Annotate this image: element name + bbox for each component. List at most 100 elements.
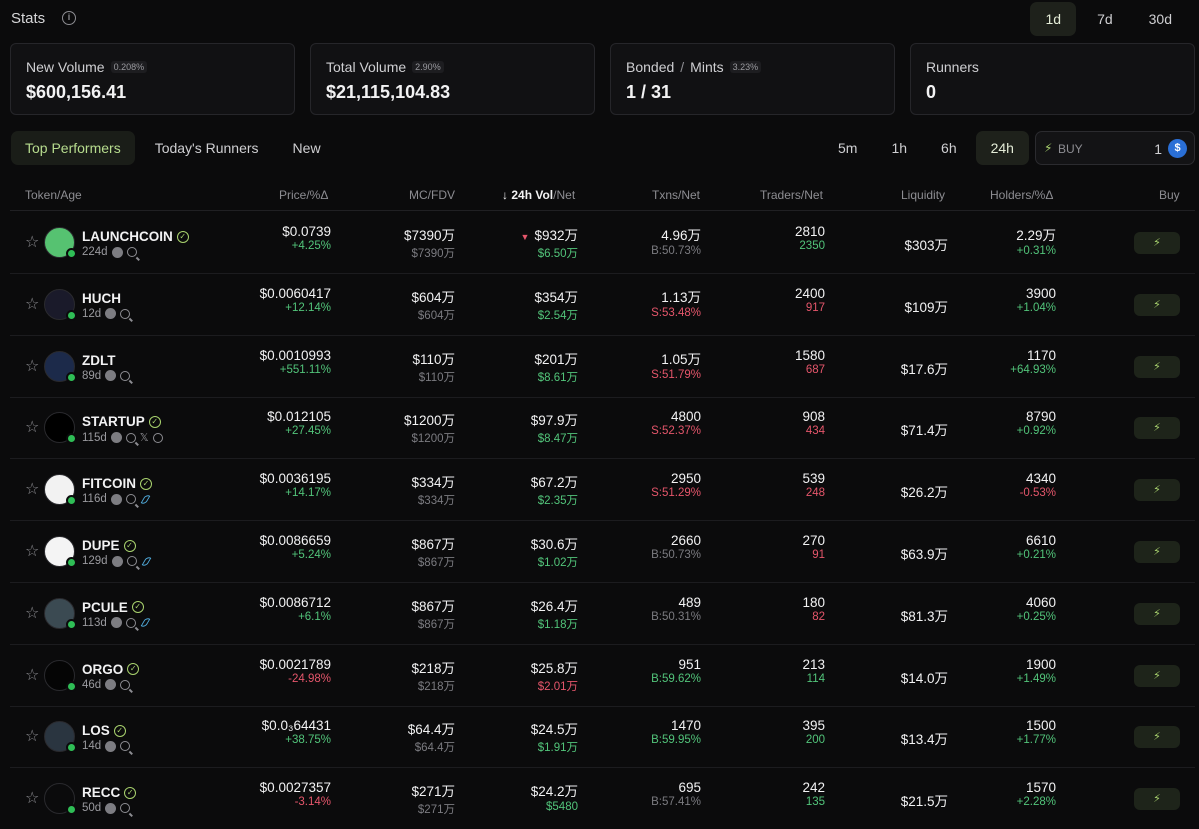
price: $0.0₃64431 [261,718,331,734]
tab-1h[interactable]: 1h [891,140,908,156]
table-row[interactable]: ☆ PCULE ✓ 113d $0.0086712 +6.1% $867万 $867万 $26.… [10,583,1195,645]
quick-buy-button[interactable]: ⚡ [1134,232,1180,254]
search-icon[interactable] [126,247,137,257]
tab-30d[interactable]: 30d [1148,11,1172,27]
creator-icon[interactable] [105,740,117,752]
star-icon[interactable]: ☆ [25,728,40,746]
table-row[interactable]: ☆ STARTUP ✓ 115d 𝕏 $0.012105 +27.45% $1200万 $120… [10,397,1195,460]
quick-buy-button[interactable]: ⚡ [1134,602,1180,625]
tab-todays-runners[interactable]: Today's Runners [154,140,259,156]
search-icon[interactable] [120,741,131,752]
quick-buy-button[interactable]: ⚡ [1134,788,1180,811]
liquidity: $14.0万 [900,670,948,686]
header-txns[interactable]: Txns/Net [652,188,701,202]
tab-5m[interactable]: 5m [838,140,858,156]
creator-icon[interactable] [105,679,117,691]
traders-cell: 395 200 [725,706,825,746]
search-icon[interactable] [125,617,136,628]
quick-buy-input[interactable]: ⚡ BUY 1 $ [1035,131,1195,165]
star-icon[interactable]: ☆ [25,543,40,560]
search-icon[interactable] [120,308,131,319]
header-24h-vol[interactable]: ↓ 24h Vol/Net [502,188,576,202]
market-cap: $110万 [412,351,455,367]
tab-new[interactable]: New [292,140,321,156]
tab-1d[interactable]: 1d [1030,2,1077,36]
star-icon[interactable]: ☆ [25,481,40,499]
quick-buy-button[interactable]: ⚡ [1134,417,1180,440]
creator-icon[interactable] [111,555,123,567]
quick-buy-button[interactable]: ⚡ [1134,293,1180,316]
table-row[interactable]: ☆ ORGO ✓ 46d $0.0021789 -24.98% $218万 $218万 $25.… [10,645,1195,707]
feather-icon[interactable] [140,493,151,506]
table-row[interactable]: ☆ HUCH 12d $0.0060417 +12.14% $604万 $604万 $354万… [10,274,1195,336]
search-icon[interactable] [126,556,137,566]
star-icon[interactable]: ☆ [25,604,40,622]
creator-icon[interactable] [105,802,117,814]
star-icon[interactable]: ☆ [25,357,40,375]
tab-6h[interactable]: 6h [941,140,957,156]
quick-buy-button[interactable]: ⚡ [1134,355,1180,378]
volume: $201万 [534,351,578,367]
x-icon[interactable]: 𝕏 [139,432,149,445]
txns-cell: 1470 B:59.95% [601,706,701,746]
search-icon[interactable] [120,679,131,690]
token-name[interactable]: LOS [82,723,110,739]
table-row[interactable]: ☆ FITCOIN ✓ 116d $0.0036195 +14.17% $334万 $334万… [10,459,1195,522]
header-mc[interactable]: MC/FDV [409,188,455,202]
info-icon[interactable]: i [62,11,76,25]
table-row[interactable]: ☆ LAUNCHCOIN ✓ 224d $0.0739 +4.25% $7390万 $7390… [10,212,1195,274]
token-name[interactable]: RECC [82,785,121,801]
token-name[interactable]: HUCH [82,290,121,306]
quick-buy-button[interactable]: ⚡ [1134,726,1180,749]
liquidity: $13.4万 [900,732,948,748]
liquidity: $81.3万 [900,608,948,624]
table-row[interactable]: ☆ RECC ✓ 50d $0.0027357 -3.14% $271万 $271万 $24.2… [10,768,1195,829]
creator-icon[interactable] [110,617,122,629]
header-liquidity[interactable]: Liquidity [901,188,946,202]
header-token[interactable]: Token/Age [25,188,82,202]
traders: 908 [802,409,825,425]
star-icon[interactable]: ☆ [25,790,40,808]
tab-top-performers[interactable]: Top Performers [11,131,135,165]
token-name[interactable]: FITCOIN [82,476,136,492]
star-icon[interactable]: ☆ [25,666,40,684]
star-icon[interactable]: ☆ [25,419,40,437]
token-name[interactable]: STARTUP [82,414,145,430]
search-icon[interactable] [125,494,136,505]
header-price[interactable]: Price/%Δ [279,188,329,202]
search-icon[interactable] [120,803,131,814]
search-icon[interactable] [125,432,136,443]
table-row[interactable]: ☆ ZDLT 89d $0.0010993 +551.11% $110万 $110万 $201… [10,336,1195,398]
table-row[interactable]: ☆ DUPE ✓ 129d $0.0086659 +5.24% $867万 $867万 $30.… [10,521,1195,583]
quick-buy-button[interactable]: ⚡ [1134,479,1180,502]
token-name[interactable]: LAUNCHCOIN [82,229,173,244]
globe-icon[interactable] [152,432,163,443]
creator-icon[interactable] [110,493,122,505]
creator-icon[interactable] [105,308,117,320]
tab-7d[interactable]: 7d [1097,11,1113,27]
token-name[interactable]: ORGO [82,661,124,677]
txns: 4800 [670,409,701,425]
star-icon[interactable]: ☆ [25,295,40,313]
quick-buy-button[interactable]: ⚡ [1134,541,1180,563]
feather-icon[interactable] [140,616,151,629]
search-icon[interactable] [120,370,131,381]
quick-buy-button[interactable]: ⚡ [1134,664,1180,687]
bolt-icon: ⚡ [1153,237,1161,249]
creator-icon[interactable] [111,246,123,258]
token-name[interactable]: DUPE [82,538,120,553]
table-row[interactable]: ☆ LOS ✓ 14d $0.0₃64431 +38.75% $64.4万 $64.4万 $24… [10,706,1195,769]
creator-icon[interactable] [105,370,117,382]
buy-amount[interactable]: 1 [1154,141,1162,157]
feather-icon[interactable] [141,554,152,568]
header-holders[interactable]: Holders/%Δ [990,188,1054,202]
header-traders[interactable]: Traders/Net [760,188,823,202]
tab-24h[interactable]: 24h [975,131,1029,165]
star-icon[interactable]: ☆ [25,234,40,251]
holders-change: +0.31% [1016,245,1056,257]
token-name[interactable]: PCULE [82,599,128,615]
token-name[interactable]: ZDLT [82,352,116,368]
txns: 1.13万 [661,289,701,305]
status-dot-icon [66,742,77,754]
creator-icon[interactable] [110,432,122,444]
